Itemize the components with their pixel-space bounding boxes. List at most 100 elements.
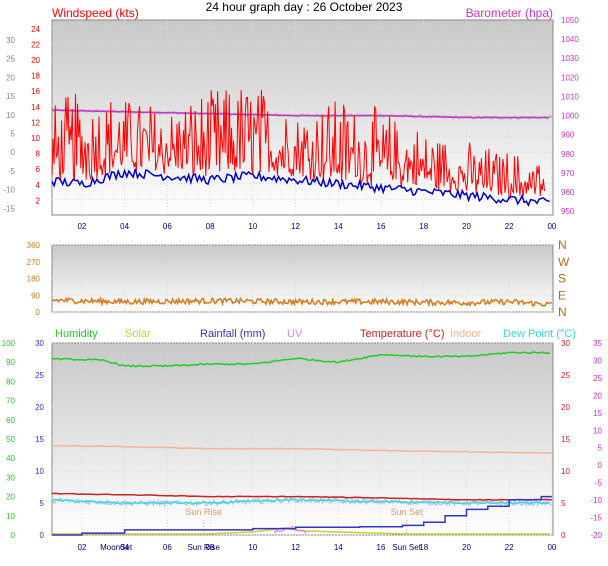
x-tick-label: 08 (206, 543, 215, 552)
moonset-label: MoonSet (100, 543, 133, 552)
wind-tick-label: 12 (31, 118, 40, 127)
wind-tick-label: 4 (36, 181, 41, 190)
x-tick-label: 20 (462, 222, 471, 231)
x-tick-label: 02 (77, 543, 86, 552)
baro-line (51, 109, 549, 119)
sun-set-label: Sun Set (391, 507, 424, 517)
right-scale-tick-label: -10 (590, 496, 602, 505)
right-scale-tick-label: 30 (593, 356, 602, 365)
wind-outer-tick-label: 15 (6, 92, 15, 101)
right-scale-tick-label: 35 (593, 339, 602, 348)
legend-item: UV (287, 328, 303, 340)
x-tick-label: 00 (547, 543, 556, 552)
x-tick-label: 20 (462, 543, 471, 552)
right-scale-tick-label: -20 (590, 531, 602, 540)
page-title: 24 hour graph day : 26 October 2023 (206, 0, 403, 14)
direction-tick-label: 270 (27, 258, 41, 267)
x-tick-label: 06 (163, 222, 172, 231)
temp-tick-label: 5 (561, 499, 566, 508)
rain-tick-label: 25 (35, 371, 44, 380)
humidity-tick-label: 50 (6, 435, 15, 444)
humidity-tick-label: 20 (6, 493, 15, 502)
direction-tick-label: 360 (27, 241, 41, 250)
x-tick-label: 10 (248, 222, 257, 231)
x-tick-label: 16 (377, 543, 386, 552)
legend-item: Rainfall (mm) (200, 328, 265, 340)
right-scale-tick-label: 25 (593, 374, 602, 383)
legend-item: Humidity (55, 328, 98, 340)
baro-tick-label: 980 (561, 150, 575, 159)
right-scale-tick-label: 15 (593, 409, 602, 418)
wind-tick-label: 8 (36, 150, 41, 159)
wind-outer-tick-label: -10 (3, 186, 15, 195)
baro-tick-label: 990 (561, 131, 575, 140)
baro-tick-label: 1040 (561, 35, 579, 44)
legend-item: Solar (125, 328, 151, 340)
wind-outer-tick-label: -15 (3, 204, 15, 213)
compass-label: W (558, 255, 570, 269)
x-tick-label: 12 (291, 222, 300, 231)
wind-outer-tick-label: 20 (6, 73, 15, 82)
legend-item: Indoor (450, 328, 482, 340)
wind-outer-tick-label: 0 (11, 148, 16, 157)
wind-outer-tick-label: 5 (11, 130, 16, 139)
humidity-tick-label: 40 (6, 454, 15, 463)
humidity-tick-label: 60 (6, 416, 15, 425)
right-scale-tick-label: -5 (595, 479, 603, 488)
indoor-line (51, 444, 552, 454)
rain-tick-label: 15 (35, 435, 44, 444)
legend-item: Temperature (°C) (360, 328, 444, 340)
baro-axis-title: Barometer (hpa) (466, 6, 553, 20)
wind-outer-tick-label: -5 (8, 167, 16, 176)
x-tick-label: 10 (248, 543, 257, 552)
compass-label: N (558, 305, 567, 319)
humidity-tick-label: 0 (11, 531, 16, 540)
x-tick-label: 16 (377, 222, 386, 231)
direction-tick-label: 90 (31, 291, 40, 300)
x-tick-label: 06 (163, 543, 172, 552)
x-tick-label: 18 (419, 543, 428, 552)
x-tick-label: 02 (77, 222, 86, 231)
right-scale-tick-label: -15 (590, 514, 602, 523)
gust-line (51, 90, 545, 200)
sun-set-axis-label: Sun Set (392, 543, 421, 552)
x-tick-label: 04 (120, 222, 129, 231)
x-tick-label: 22 (505, 222, 514, 231)
x-tick-label: 14 (334, 222, 343, 231)
rain-tick-label: 30 (35, 339, 44, 348)
temp-tick-label: 0 (561, 531, 566, 540)
humidity-tick-label: 30 (6, 473, 15, 482)
humidity-tick-label: 100 (2, 339, 16, 348)
wind-avg-line (51, 168, 550, 207)
wind-outer-tick-label: 10 (6, 111, 15, 120)
temp-tick-label: 20 (561, 403, 570, 412)
wind-tick-label: 14 (31, 103, 40, 112)
dew-point-line (51, 498, 550, 505)
wind-axis-title: Windspeed (kts) (52, 6, 139, 20)
direction-tick-label: 0 (36, 308, 41, 317)
rain-tick-label: 10 (35, 467, 44, 476)
humidity-tick-label: 10 (6, 512, 15, 521)
baro-tick-label: 960 (561, 188, 575, 197)
direction-tick-label: 180 (27, 275, 41, 284)
x-tick-label: 04 (120, 543, 129, 552)
baro-tick-label: 1030 (561, 54, 579, 63)
wind-outer-tick-label: 25 (6, 55, 15, 64)
compass-label: S (558, 272, 566, 286)
direction-line (51, 295, 552, 308)
x-tick-label: 00 (547, 222, 556, 231)
right-scale-tick-label: 20 (593, 391, 602, 400)
rain-tick-label: 5 (40, 499, 45, 508)
compass-label: E (558, 288, 566, 302)
right-scale-tick-label: 5 (598, 444, 603, 453)
wind-tick-label: 6 (36, 165, 41, 174)
humidity-tick-label: 90 (6, 358, 15, 367)
right-scale-tick-label: 0 (598, 461, 603, 470)
baro-tick-label: 950 (561, 207, 575, 216)
sun-rise-axis-label: Sun Rise (187, 543, 220, 552)
sun-rise-label: Sun Rise (185, 507, 222, 517)
rainfall-line (52, 495, 552, 536)
x-tick-label: 18 (419, 222, 428, 231)
